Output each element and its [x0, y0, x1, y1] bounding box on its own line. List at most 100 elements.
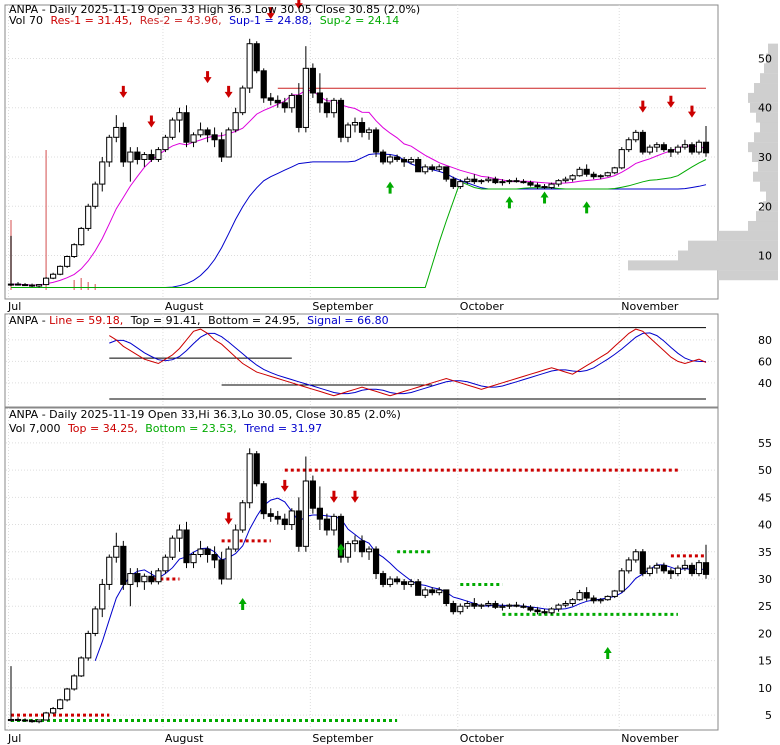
trend-candle [309, 480, 316, 509]
trend-candle [211, 554, 218, 561]
volume-profile-bar [748, 142, 778, 153]
volume-profile-bar [748, 220, 778, 231]
trend-candle [415, 581, 422, 596]
line-label: Line = 59.18, [49, 314, 123, 327]
trend-candle [401, 581, 408, 585]
trend-candle [169, 537, 176, 558]
y-tick-label: 50 [758, 52, 772, 65]
trend-candle [344, 543, 352, 558]
price-candle [541, 186, 548, 189]
volume-profile-bar [718, 230, 778, 241]
trend-candle [674, 567, 682, 575]
price-candle [99, 161, 106, 185]
price-candle [401, 158, 408, 163]
trend-candle [372, 548, 380, 575]
buy-arrow [582, 201, 591, 214]
trend-candle [92, 608, 99, 634]
price-candle [176, 112, 183, 121]
trend-candle [43, 712, 50, 721]
x-tick-label: August [165, 300, 204, 313]
res2-label: Res-2 = 43.96, [140, 14, 222, 27]
buy-arrow [336, 543, 345, 556]
x-tick-label: October [460, 300, 504, 313]
price-candle [625, 139, 632, 151]
trend-legend: Vol 7,000 Top = 34.25, Bottom = 23.53, T… [9, 422, 322, 435]
volume-profile-bar [760, 73, 778, 84]
signal-label: Signal = 66.80 [307, 314, 389, 327]
trend-candle [562, 603, 569, 606]
price-candle [443, 166, 450, 180]
res1-line [10, 89, 707, 286]
y-tick-label: 35 [758, 546, 772, 559]
sell-arrow [294, 0, 303, 10]
price-candle [246, 43, 253, 89]
price-legend: Vol 70 Res-1 = 31.45, Res-2 = 43.96, Sup… [9, 14, 399, 27]
sell-arrow [224, 85, 233, 98]
price-candle [281, 102, 288, 109]
trend-candle [330, 515, 338, 531]
volume-label: Vol 70 [9, 14, 43, 27]
x-tick-label: Jul [7, 300, 21, 313]
price-candle [351, 122, 359, 126]
volume-profile-bar [754, 83, 778, 94]
price-candle [309, 67, 316, 94]
price-candle [429, 166, 436, 170]
price-candle [260, 70, 267, 99]
trend-panel-title: ANPA - Daily 2025-11-19 Open 33,Hi 36.3,… [9, 408, 401, 421]
volume-profile-bar [766, 53, 778, 64]
trend-candle [429, 589, 436, 594]
price-candle [379, 151, 387, 163]
trend-candle [274, 515, 281, 520]
price-candle [57, 265, 64, 275]
trend-candle [155, 570, 162, 583]
trend-candle [520, 605, 527, 608]
trend-candle [28, 720, 36, 723]
trend-candle [365, 548, 373, 553]
price-candle [344, 124, 352, 138]
price-candle [218, 139, 225, 158]
trend-candle [120, 545, 127, 585]
x-tick-label: October [460, 732, 504, 745]
price-candle [527, 182, 534, 186]
sell-arrow [266, 7, 275, 20]
trend-candle [394, 578, 401, 583]
price-candle [92, 183, 99, 207]
trend-candle [358, 540, 366, 553]
price-candle [183, 112, 190, 143]
price-panel-title: ANPA - Daily 2025-11-19 Open 33 High 36.… [9, 3, 420, 16]
sell-arrow [119, 85, 128, 98]
trend-candle [667, 570, 674, 575]
price-candle [597, 175, 604, 178]
price-candle [365, 129, 373, 133]
volume-profile-bar [758, 161, 778, 172]
price-candle [197, 129, 204, 136]
trend-candle [197, 548, 204, 555]
price-candle [569, 175, 576, 180]
buy-arrow [386, 181, 395, 194]
volume-profile-bar [760, 122, 778, 133]
y-tick-label: 40 [758, 519, 772, 532]
price-candle [394, 156, 401, 160]
price-candle [583, 168, 590, 175]
oscillator-legend: ANPA - Line = 59.18, Top = 91.41, Bottom… [9, 314, 389, 327]
y-tick-label: 55 [758, 437, 772, 450]
trend-candle [681, 564, 689, 569]
trend-candle [288, 510, 295, 526]
trend-candle [225, 548, 232, 580]
trend-candle [106, 556, 113, 585]
trend-candle [21, 719, 29, 722]
price-candle [267, 97, 274, 101]
price-candle [471, 178, 478, 183]
y-tick-label: 50 [758, 464, 772, 477]
trend-candle [253, 453, 260, 485]
trend-candle [50, 708, 57, 714]
price-candle [464, 178, 471, 183]
price-candle [204, 129, 211, 136]
x-tick-label: November [621, 300, 679, 313]
top-label: Top = 91.41, [130, 314, 201, 327]
price-candle [113, 126, 120, 138]
trend-candle [695, 562, 703, 575]
price-candle [422, 166, 429, 173]
trend-candle [576, 592, 583, 601]
trend-candle [443, 589, 450, 605]
